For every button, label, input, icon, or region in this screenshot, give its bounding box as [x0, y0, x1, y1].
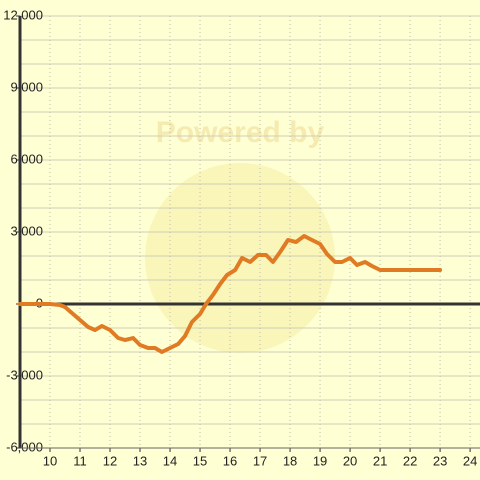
x-tick-label: 14	[163, 453, 177, 468]
x-tick-label: 22	[403, 453, 417, 468]
x-tick-label: 19	[313, 453, 327, 468]
y-tick-label: -6,000	[6, 439, 43, 454]
x-tick-label: 17	[253, 453, 267, 468]
x-tick-label: 18	[283, 453, 297, 468]
x-tick-label: 16	[223, 453, 237, 468]
x-tick-label: 20	[343, 453, 357, 468]
x-tick-label: 24	[463, 453, 477, 468]
x-tick-label: 21	[373, 453, 387, 468]
y-tick-label: 6,000	[10, 151, 43, 166]
x-tick-label: 13	[133, 453, 147, 468]
y-tick-label: 9,000	[10, 79, 43, 94]
x-tick-label: 12	[103, 453, 117, 468]
watermark: Powered by	[156, 116, 325, 149]
x-tick-label: 10	[43, 453, 57, 468]
x-tick-label: 15	[193, 453, 207, 468]
x-tick-label: 11	[73, 453, 87, 468]
y-tick-label: 12,000	[3, 7, 43, 22]
data-line	[18, 234, 443, 354]
y-tick-label: 3,000	[10, 223, 43, 238]
y-tick-label: -3,000	[6, 367, 43, 382]
x-tick-label: 23	[433, 453, 447, 468]
